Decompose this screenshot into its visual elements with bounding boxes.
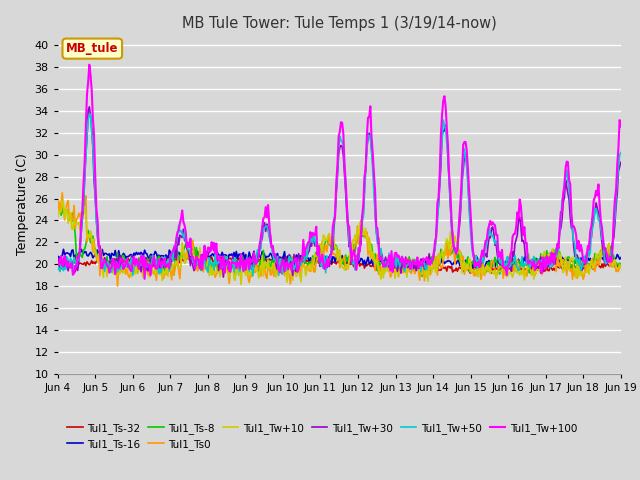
Title: MB Tule Tower: Tule Temps 1 (3/19/14-now): MB Tule Tower: Tule Temps 1 (3/19/14-now… [182, 16, 497, 31]
Text: MB_tule: MB_tule [66, 42, 118, 55]
Legend: Tul1_Ts-32, Tul1_Ts-16, Tul1_Ts-8, Tul1_Ts0, Tul1_Tw+10, Tul1_Tw+30, Tul1_Tw+50,: Tul1_Ts-32, Tul1_Ts-16, Tul1_Ts-8, Tul1_… [63, 419, 581, 454]
Y-axis label: Temperature (C): Temperature (C) [16, 153, 29, 255]
